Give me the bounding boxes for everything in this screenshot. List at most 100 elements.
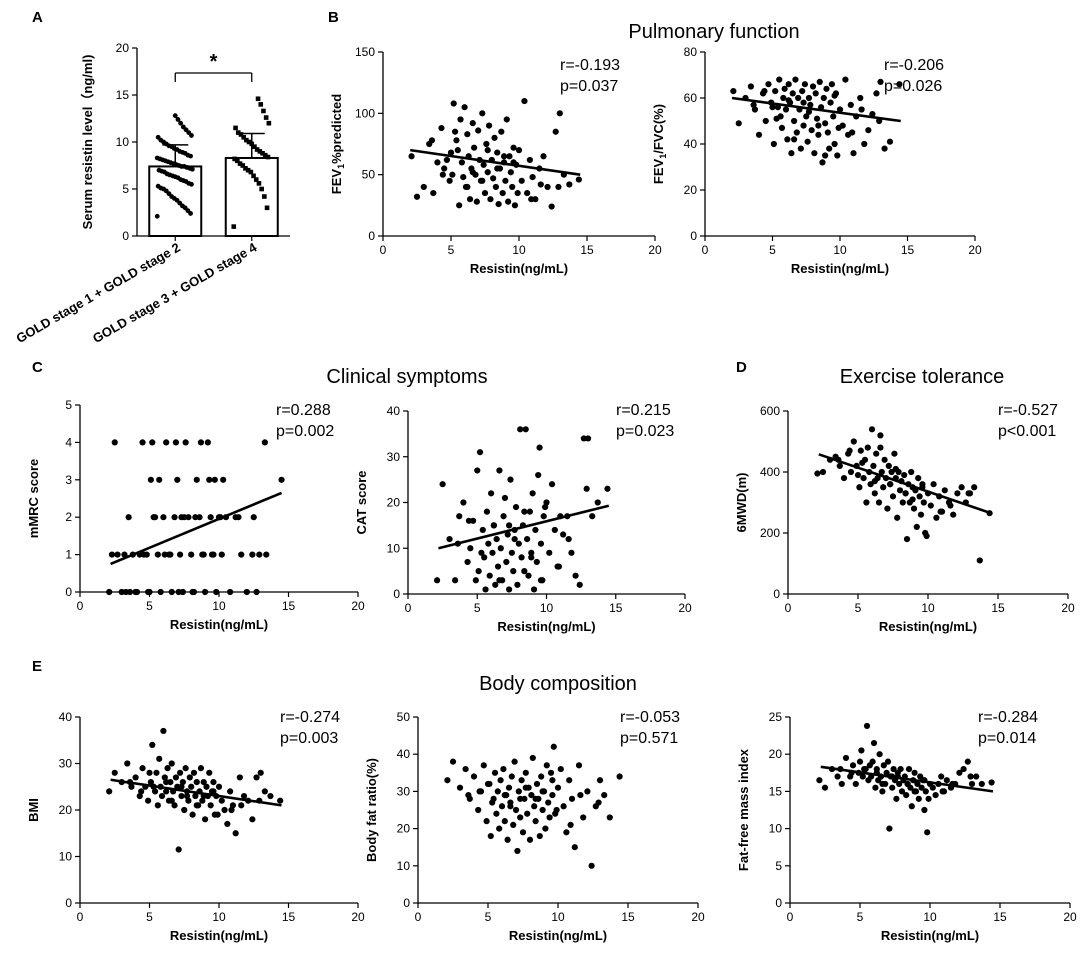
data-point (210, 779, 217, 786)
data-point (878, 468, 885, 476)
data-point (910, 505, 918, 512)
data-point (504, 836, 511, 843)
data-point (446, 536, 453, 543)
data-point (525, 572, 532, 579)
data-point (240, 163, 246, 168)
data-point (171, 514, 178, 521)
data-point (189, 588, 196, 596)
data-point (552, 128, 559, 135)
y-tick-label: 20 (387, 496, 401, 510)
y-axis-label: Fat-free mass index (736, 748, 751, 871)
y-tick-label: 0 (122, 229, 129, 243)
data-point (501, 818, 508, 825)
data-point (967, 773, 974, 780)
data-point (454, 147, 461, 154)
data-point (263, 551, 270, 558)
data-point (522, 769, 529, 776)
data-point (503, 558, 510, 566)
data-point (192, 792, 199, 800)
data-point (859, 459, 866, 466)
data-point (927, 502, 934, 509)
data-point (199, 797, 206, 804)
x-tick-label: 15 (282, 599, 296, 613)
data-point (154, 551, 161, 558)
data-point (228, 806, 235, 814)
data-point (450, 100, 457, 107)
data-point (246, 139, 252, 145)
data-point (160, 727, 167, 735)
data-point (483, 140, 490, 148)
data-point (439, 481, 446, 488)
y-tick-label: 50 (397, 710, 411, 724)
data-point (566, 777, 573, 784)
data-point (522, 426, 529, 433)
data-point (913, 523, 920, 531)
data-point (773, 115, 780, 122)
y-axis-label: mMRC score (26, 459, 41, 538)
y-tick-label: 50 (362, 168, 376, 182)
data-point (475, 568, 482, 575)
x-tick-label: 5 (485, 910, 492, 924)
data-point (854, 471, 862, 479)
data-point (537, 181, 544, 188)
data-point (487, 832, 494, 840)
data-point (277, 797, 284, 804)
data-point (441, 165, 448, 172)
data-point (161, 774, 168, 781)
data-point (772, 88, 779, 95)
data-point (453, 137, 460, 144)
data-point (238, 551, 245, 558)
data-point (881, 145, 888, 152)
data-point (154, 213, 160, 219)
data-point (543, 762, 550, 769)
data-point (501, 494, 509, 502)
data-point (915, 795, 922, 802)
data-point (517, 814, 524, 821)
data-point (240, 792, 248, 800)
data-point (499, 189, 506, 197)
data-point (508, 549, 515, 556)
data-point (235, 514, 242, 521)
data-point (594, 499, 601, 506)
data-point (521, 568, 528, 575)
data-point (480, 762, 487, 769)
x-axis-label: Resistin(ng/mL) (509, 928, 607, 943)
data-point (451, 577, 459, 584)
data-point (456, 784, 464, 791)
x-tick-label: 0 (415, 910, 422, 924)
data-point (604, 485, 611, 492)
chart-d: 0 200 400 600 6MWD(m) 0 5 10 15 20 Resistin(ng/mL)… (734, 402, 1075, 634)
data-point (847, 468, 855, 476)
x-tick-label: 10 (833, 243, 847, 257)
data-point (877, 78, 884, 85)
data-point (884, 758, 892, 765)
data-point (537, 540, 545, 547)
data-point (805, 94, 813, 102)
x-tick-label: 0 (405, 601, 412, 615)
data-point (923, 532, 930, 540)
data-point (916, 493, 923, 500)
data-point (548, 481, 556, 488)
data-point (886, 825, 893, 832)
data-point (214, 811, 221, 818)
data-point (278, 476, 285, 483)
data-point (575, 762, 583, 769)
data-point (805, 108, 813, 115)
data-point (497, 777, 504, 784)
data-point (465, 792, 472, 799)
x-tick-label: 20 (678, 601, 692, 615)
data-point (192, 514, 199, 521)
data-point (958, 484, 965, 491)
data-point (124, 760, 131, 767)
data-point (438, 124, 445, 132)
data-point (560, 531, 567, 538)
data-point (889, 493, 897, 500)
data-point (883, 769, 890, 776)
data-point (811, 150, 818, 157)
regression-line (110, 778, 282, 807)
data-point (203, 783, 210, 790)
data-point (781, 85, 788, 92)
data-point (560, 803, 567, 810)
data-point (476, 449, 484, 456)
